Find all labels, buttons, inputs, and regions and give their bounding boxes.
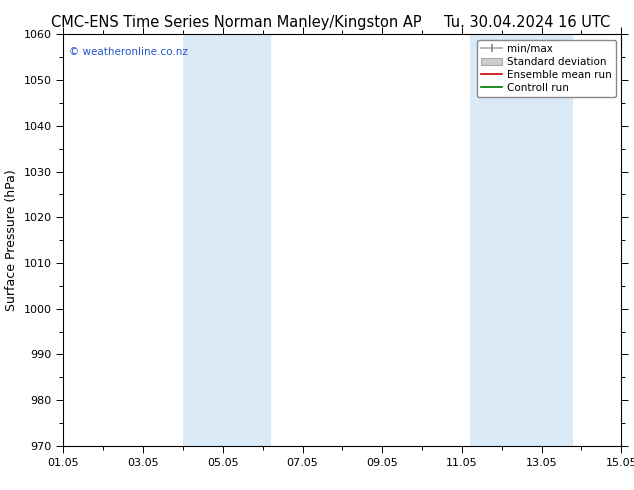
Bar <box>183 34 271 446</box>
Legend: min/max, Standard deviation, Ensemble mean run, Controll run: min/max, Standard deviation, Ensemble me… <box>477 40 616 97</box>
Bar <box>470 34 574 446</box>
Y-axis label: Surface Pressure (hPa): Surface Pressure (hPa) <box>5 169 18 311</box>
Text: Tu. 30.04.2024 16 UTC: Tu. 30.04.2024 16 UTC <box>444 15 610 30</box>
Text: © weatheronline.co.nz: © weatheronline.co.nz <box>69 47 188 57</box>
Text: CMC-ENS Time Series Norman Manley/Kingston AP: CMC-ENS Time Series Norman Manley/Kingst… <box>51 15 422 30</box>
